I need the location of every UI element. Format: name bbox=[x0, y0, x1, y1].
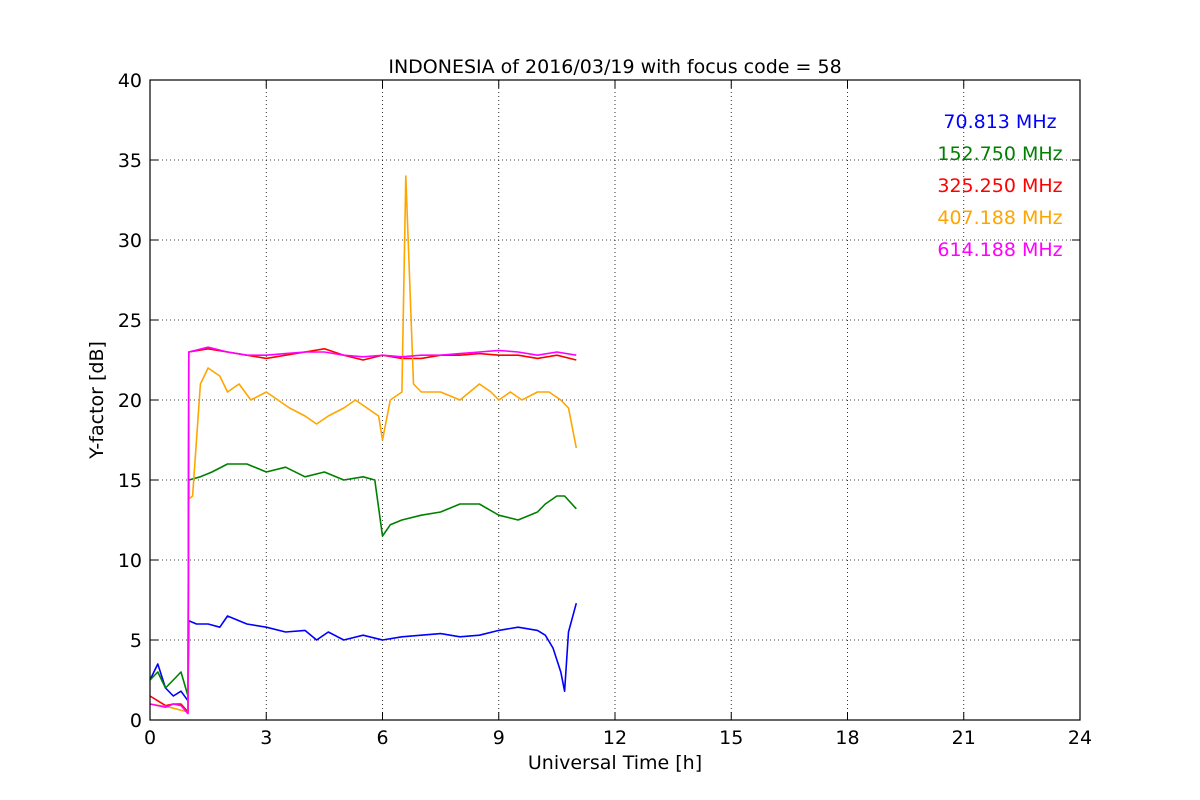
legend-label-2: 152.750 MHz bbox=[937, 143, 1062, 165]
x-tick-label: 15 bbox=[719, 727, 743, 749]
series-layer bbox=[149, 175, 578, 715]
y-axis-label: Y-factor [dB] bbox=[86, 341, 108, 460]
legend-label-3: 325.250 MHz bbox=[937, 175, 1062, 197]
y-tick-label: 15 bbox=[118, 470, 142, 492]
x-tick-label: 21 bbox=[952, 727, 976, 749]
legend-label-4: 407.188 MHz bbox=[937, 207, 1062, 229]
x-tick-label: 3 bbox=[260, 727, 272, 749]
x-tick-label: 6 bbox=[376, 727, 388, 749]
y-tick-label: 25 bbox=[118, 310, 142, 332]
y-tick-label: 40 bbox=[118, 70, 142, 92]
legend: 70.813 MHz 152.750 MHz 325.250 MHz 407.188 … bbox=[937, 111, 1062, 261]
x-tick-label: 24 bbox=[1068, 727, 1092, 749]
x-tick-label: 18 bbox=[835, 727, 859, 749]
x-tick-label: 0 bbox=[144, 727, 156, 749]
y-tick-label: 0 bbox=[130, 710, 142, 732]
series-line-3 bbox=[149, 347, 577, 713]
y-tick-label: 35 bbox=[118, 150, 142, 172]
y-tick-label: 20 bbox=[118, 390, 142, 412]
y-tick-label: 5 bbox=[130, 630, 142, 652]
ticks: 0 3 6 9 12 15 18 21 24 0 5 10 15 20 25 30 35 40 bbox=[118, 70, 1092, 749]
x-tick-label: 9 bbox=[493, 727, 505, 749]
x-tick-label: 12 bbox=[603, 727, 627, 749]
y-tick-label: 10 bbox=[118, 550, 142, 572]
x-axis-label: Universal Time [h] bbox=[528, 752, 702, 774]
legend-label-1: 70.813 MHz bbox=[943, 111, 1056, 133]
series-line-5 bbox=[149, 346, 577, 715]
legend-label-5: 614.188 MHz bbox=[937, 239, 1062, 261]
y-tick-label: 30 bbox=[118, 230, 142, 252]
series-line-4 bbox=[149, 175, 578, 713]
chart-title: INDONESIA of 2016/03/19 with focus code … bbox=[388, 56, 841, 78]
